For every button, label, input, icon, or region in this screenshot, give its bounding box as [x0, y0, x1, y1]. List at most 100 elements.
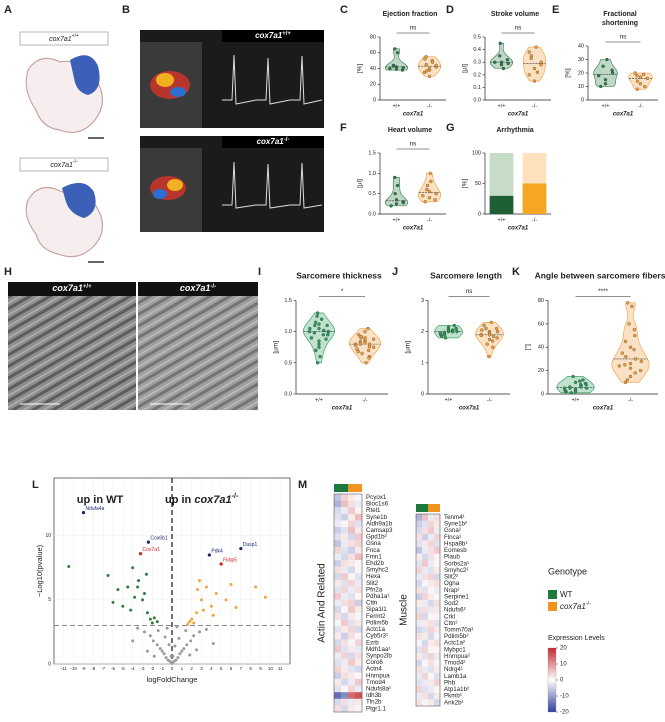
heatmap-cell [428, 626, 435, 634]
heatmap-cell [422, 566, 429, 574]
data-point [192, 634, 196, 638]
svg-text:cox7a1-/-: cox7a1-/- [257, 137, 290, 147]
heatmap-cell [422, 586, 429, 594]
data-point [633, 357, 638, 361]
data-point [188, 653, 192, 657]
heatmap-cell [334, 645, 342, 653]
genotype-gene: cox7a1 [180, 283, 211, 293]
data-point [317, 342, 321, 346]
colorbar-tick-label: 0 [560, 678, 564, 684]
heatmap-cell [416, 593, 423, 601]
data-point [129, 608, 133, 612]
heatmap-cell [428, 533, 435, 541]
x-tick-label: -/- [487, 397, 492, 403]
data-point [182, 647, 186, 651]
data-point [438, 331, 442, 335]
y-axis-label: [%] [357, 64, 364, 74]
heatmap-cell [348, 513, 356, 521]
row-label: Ndufs6² [444, 607, 466, 614]
data-point [493, 60, 497, 64]
significance-label: ns [620, 34, 628, 41]
heatmap-cell [334, 659, 342, 666]
data-point [451, 330, 455, 334]
y-tick-label: 0.5 [368, 191, 376, 197]
data-point [201, 608, 205, 612]
heatmap-cell [434, 666, 441, 674]
heatmap-cell [416, 573, 423, 581]
data-point [424, 69, 429, 73]
row-label: Syne1b² [444, 521, 467, 528]
data-point [389, 204, 393, 208]
heatmap-cell [341, 705, 349, 713]
x-tick-label: 3 [200, 666, 203, 671]
row-label: Ezrb [366, 639, 379, 646]
heatmap-cell [341, 645, 349, 653]
heatmap-cell [428, 514, 435, 521]
heatmap-cell [355, 619, 363, 627]
heatmap-cell [348, 606, 356, 614]
data-point [167, 643, 171, 647]
svg-text:cox7a1+/+: cox7a1+/+ [52, 283, 92, 293]
row-label: Actc1a² [444, 640, 465, 647]
data-point [174, 658, 178, 662]
heatmap-cell [428, 527, 435, 535]
heatmap-cell [428, 593, 435, 601]
significance-label: ns [410, 141, 418, 148]
heatmap-cell [428, 586, 435, 594]
y-tick-label: 20 [538, 368, 544, 374]
data-point [156, 629, 160, 633]
heatmap-cell [416, 633, 423, 640]
data-point [211, 641, 215, 645]
row-label: Slit2² [444, 574, 458, 581]
data-point [126, 585, 130, 589]
data-point [584, 382, 588, 387]
row-label: Crkl [444, 613, 455, 620]
row-label: Rtel1 [366, 507, 381, 514]
row-label: Pcyox1 [366, 494, 387, 501]
x-tick-label: 4 [210, 666, 213, 671]
colorbar-tick-label: 20 [560, 646, 567, 652]
data-point [581, 378, 585, 382]
data-point [321, 333, 326, 337]
labeled-point [138, 552, 143, 556]
data-point [487, 337, 492, 342]
heatmap-cell [428, 547, 435, 554]
row-label: Synpo2lb [366, 652, 392, 659]
data-point [164, 656, 168, 660]
genotype-bar [416, 504, 428, 512]
data-point [491, 345, 495, 349]
data-point [479, 333, 483, 338]
heatmap-cell [422, 514, 429, 521]
heatmap-cell [348, 685, 356, 693]
heatmap-cell [334, 619, 342, 627]
heatmap-cell [334, 672, 342, 680]
violin [522, 46, 547, 82]
data-point [158, 647, 162, 651]
heatmap-cell [334, 665, 342, 673]
y-tick-label: 0.5 [284, 360, 292, 366]
data-point [315, 361, 320, 365]
heatmap-cell [422, 613, 429, 621]
data-point [372, 345, 376, 349]
data-point [394, 198, 399, 202]
data-point [532, 66, 537, 71]
data-point [190, 617, 194, 621]
data-point [317, 322, 321, 326]
heatmap-cell [334, 606, 342, 614]
data-point [356, 349, 360, 354]
chart-title: Ejection fraction [383, 11, 438, 18]
data-point [192, 621, 196, 625]
genotype-sup: -/- [284, 137, 290, 143]
y-tick-label: 0 [373, 97, 376, 103]
heatmap-cell [334, 513, 342, 521]
data-point [623, 339, 628, 344]
data-point [356, 333, 361, 337]
x-tick-label: -10 [70, 666, 77, 671]
heatmap-cell [434, 659, 441, 667]
heatmap-cell [341, 540, 349, 548]
data-point [569, 391, 573, 395]
heatmap-cell [416, 606, 423, 614]
data-point [145, 649, 149, 653]
heatmap-cell [341, 566, 349, 574]
